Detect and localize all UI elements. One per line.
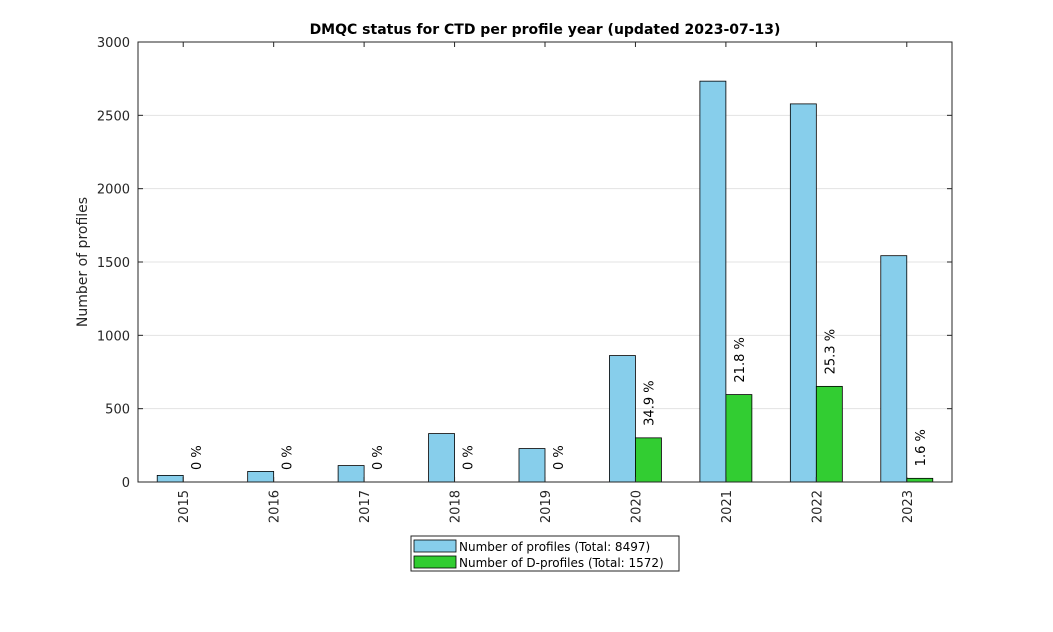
percentage-label-2018: 0 % — [462, 445, 477, 470]
legend-label-profiles: Number of profiles (Total: 8497) — [459, 540, 650, 554]
y-axis-label: Number of profiles — [75, 197, 91, 327]
percentage-label-2015: 0 % — [190, 445, 205, 470]
y-axis-ticks: 0 500 1000 1500 2000 2500 3000 — [97, 36, 952, 491]
bar-d-profiles-2020 — [635, 437, 662, 483]
bar-profiles-2022 — [789, 103, 817, 483]
x-axis-ticks: 2015 2016 2017 2018 2019 2020 2021 2022 2023 — [177, 42, 916, 523]
percentage-label-2020: 34.9 % — [642, 380, 657, 425]
x-tick-label: 2017 — [358, 490, 373, 523]
percentage-label-2021: 21.8 % — [733, 337, 748, 382]
x-tick-label: 2023 — [901, 490, 916, 523]
bar-d-profiles-2023 — [906, 477, 934, 483]
legend-label-d-profiles: Number of D-profiles (Total: 1572) — [459, 556, 664, 570]
bar-profiles-2018 — [428, 433, 455, 483]
bars — [156, 80, 934, 483]
y-tick-label: 2500 — [97, 109, 130, 124]
y-tick-label: 1500 — [97, 256, 130, 271]
y-tick-label: 2000 — [97, 183, 130, 198]
y-tick-label: 0 — [122, 476, 130, 491]
x-tick-label: 2022 — [810, 490, 825, 523]
bar-profiles-2021 — [699, 80, 727, 483]
y-tick-label: 3000 — [97, 36, 130, 51]
percentage-labels: 0 % 0 % 0 % 0 % 0 % 34.9 % 21.8 % 25.3 % 1.6 % — [190, 329, 929, 470]
x-tick-label: 2019 — [539, 490, 554, 523]
legend-swatch-profiles — [413, 539, 457, 553]
bar-d-profiles-2021 — [725, 394, 753, 483]
percentage-label-2023: 1.6 % — [914, 429, 929, 466]
bar-profiles-2019 — [518, 448, 546, 483]
x-tick-label: 2015 — [177, 490, 192, 523]
percentage-label-2022: 25.3 % — [823, 329, 838, 374]
y-tick-label: 1000 — [97, 329, 130, 344]
x-tick-label: 2021 — [720, 490, 735, 523]
chart-title: DMQC status for CTD per profile year (up… — [310, 22, 781, 38]
bar-profiles-2023 — [880, 255, 908, 483]
x-tick-label: 2018 — [449, 490, 464, 523]
x-tick-label: 2016 — [268, 490, 283, 523]
percentage-label-2017: 0 % — [371, 445, 386, 470]
bar-profiles-2020 — [609, 355, 636, 483]
legend: Number of profiles (Total: 8497) Number … — [410, 535, 680, 572]
y-tick-label: 500 — [105, 403, 130, 418]
bar-profiles-2016 — [247, 471, 275, 483]
bar-profiles-2017 — [337, 465, 365, 483]
percentage-label-2016: 0 % — [281, 445, 296, 470]
percentage-label-2019: 0 % — [552, 445, 567, 470]
bar-profiles-2015 — [156, 474, 184, 483]
bar-d-profiles-2022 — [815, 385, 843, 483]
legend-swatch-d-profiles — [413, 555, 457, 569]
x-tick-label: 2020 — [629, 490, 644, 523]
